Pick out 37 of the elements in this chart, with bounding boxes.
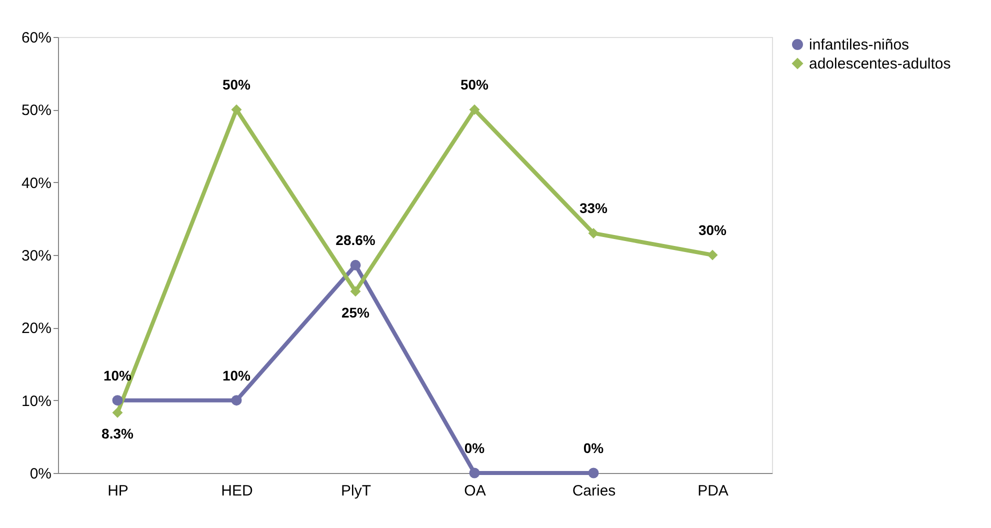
point [350,260,361,270]
data-label: 10% [222,367,252,384]
data-label: 0% [464,440,486,456]
point [112,395,123,406]
point [112,407,123,418]
y-tick-label: 60% [21,30,52,46]
point [588,228,599,238]
y-tick-label: 20% [21,320,52,338]
x-tick-label: PlyT [341,482,371,500]
point [350,286,361,297]
point [469,468,480,478]
y-tick-label: 10% [21,392,52,410]
point [588,468,599,478]
y-tick-label: 0% [30,466,52,482]
x-tick-label: HP [108,482,128,500]
data-label: 10% [103,367,132,384]
data-label: 50% [460,76,490,93]
point [469,104,480,115]
x-tick-label: Caries [572,482,616,500]
legend-label: adolescentes-adultos [809,56,951,72]
data-label: 0% [583,440,604,456]
data-label: 28.6% [336,232,376,248]
y-tick-label: 50% [21,102,52,120]
point [707,250,718,260]
data-label: 50% [222,76,252,93]
data-label: 25% [341,304,370,320]
data-label: 30% [698,222,728,238]
point [231,395,242,406]
data-label: 33% [579,200,608,216]
y-tick-label: 30% [21,248,52,264]
x-tick-label: HED [221,482,253,500]
y-tick-label: 40% [21,174,52,192]
legend-label: infantiles-niños [809,36,910,54]
point [231,104,242,115]
x-tick-label: PDA [698,482,728,500]
data-label: 8.3% [102,426,134,442]
x-tick-label: OA [464,482,486,500]
